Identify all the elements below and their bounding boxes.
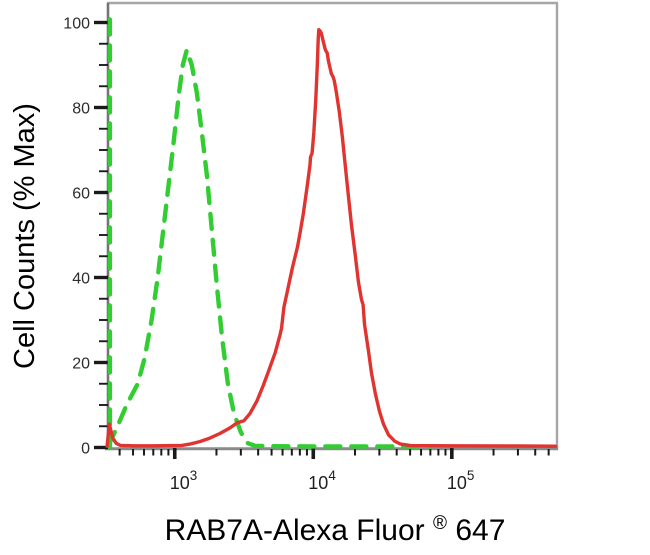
y-tick-label: 40 [72,271,90,288]
y-tick-label: 0 [81,441,90,458]
sample-curve-red-solid [105,28,558,448]
y-tick-label: 100 [63,16,90,33]
y-tick-label: 80 [72,101,90,118]
x-axis-title: RAB7A-Alexa Fluor ® 647 [165,503,506,547]
x-axis-title-main: RAB7A-Alexa Fluor [165,514,425,547]
control-curve-green-dashed [105,47,433,449]
y-tick-label: 60 [72,186,90,203]
y-axis-title: Cell Counts (% Max) [9,103,41,369]
x-axis-title-suffix: 647 [455,514,505,547]
x-tick-label: 105 [447,468,475,493]
x-tick-label: 103 [170,468,198,493]
x-tick-label: 104 [308,468,336,493]
axis-ticks [94,20,550,459]
histogram-curves [105,17,558,450]
y-tick-label: 20 [72,356,90,373]
registered-trademark-symbol: ® [433,513,447,534]
